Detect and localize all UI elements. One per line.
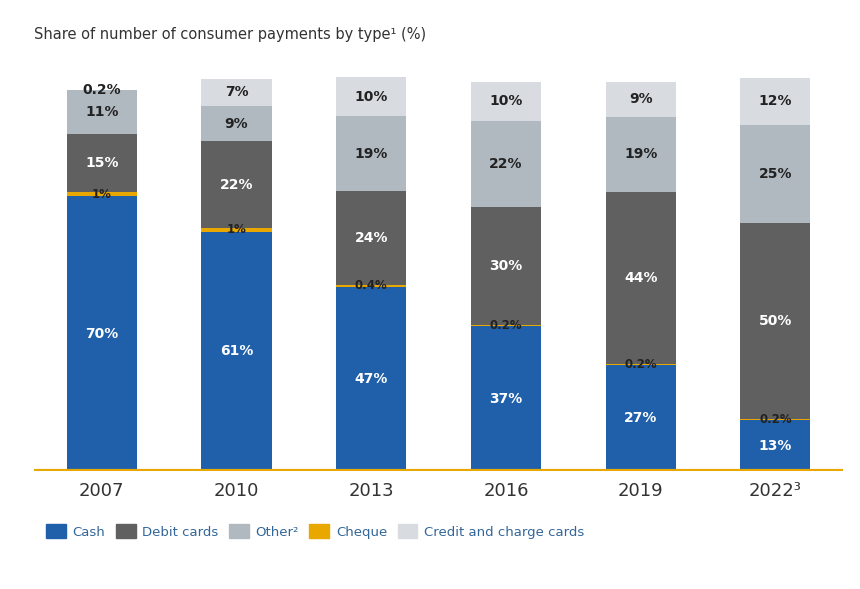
Legend: Cash, Debit cards, Other², Cheque, Credit and charge cards: Cash, Debit cards, Other², Cheque, Credi… — [41, 519, 590, 544]
Text: 70%: 70% — [85, 327, 119, 341]
Bar — [201, 141, 272, 228]
Bar — [336, 77, 406, 116]
Text: Share of number of consumer payments by type¹ (%): Share of number of consumer payments by … — [34, 28, 427, 42]
Bar — [336, 191, 406, 285]
Bar — [336, 116, 406, 191]
Bar — [201, 231, 272, 471]
Bar — [201, 106, 272, 141]
Text: 10%: 10% — [489, 94, 523, 108]
Bar — [605, 117, 676, 191]
Text: 12%: 12% — [759, 94, 792, 108]
Text: 30%: 30% — [489, 259, 523, 273]
Text: 7%: 7% — [224, 85, 249, 100]
Text: 27%: 27% — [624, 411, 657, 425]
Text: 37%: 37% — [489, 392, 523, 406]
Text: 47%: 47% — [354, 372, 388, 386]
Bar — [740, 125, 810, 223]
Text: 13%: 13% — [759, 439, 792, 453]
Bar — [471, 207, 541, 325]
Bar — [740, 78, 810, 125]
Text: 1%: 1% — [226, 223, 247, 236]
Text: 11%: 11% — [85, 105, 119, 119]
Text: 0.2%: 0.2% — [624, 358, 657, 371]
Bar — [471, 82, 541, 121]
Text: 0.2%: 0.2% — [759, 413, 792, 426]
Text: 15%: 15% — [85, 156, 119, 170]
Bar — [336, 287, 406, 471]
Text: 22%: 22% — [220, 177, 253, 191]
Text: 19%: 19% — [354, 147, 388, 161]
Text: 44%: 44% — [624, 271, 657, 285]
Bar — [740, 420, 810, 471]
Bar — [67, 134, 137, 193]
Bar — [201, 228, 272, 231]
Bar — [471, 325, 541, 326]
Bar — [67, 193, 137, 196]
Bar — [740, 419, 810, 420]
Text: 61%: 61% — [220, 345, 253, 359]
Bar — [471, 326, 541, 471]
Text: 24%: 24% — [354, 231, 388, 245]
Bar — [201, 78, 272, 106]
Text: 0.4%: 0.4% — [355, 279, 388, 292]
Bar — [67, 196, 137, 471]
Bar — [336, 285, 406, 287]
Text: 25%: 25% — [759, 167, 792, 181]
Text: 0.2%: 0.2% — [489, 319, 522, 332]
Text: 0.2%: 0.2% — [83, 83, 121, 97]
Text: 50%: 50% — [759, 314, 792, 328]
Bar — [605, 82, 676, 117]
Bar — [740, 223, 810, 419]
Text: 1%: 1% — [92, 188, 112, 201]
Bar — [605, 365, 676, 471]
Text: 22%: 22% — [489, 157, 523, 171]
Bar — [605, 191, 676, 365]
Bar — [67, 90, 137, 134]
Text: 9%: 9% — [224, 117, 249, 131]
Text: 9%: 9% — [629, 92, 653, 107]
Bar — [471, 121, 541, 207]
Text: 19%: 19% — [624, 147, 657, 161]
Text: 10%: 10% — [354, 90, 388, 104]
